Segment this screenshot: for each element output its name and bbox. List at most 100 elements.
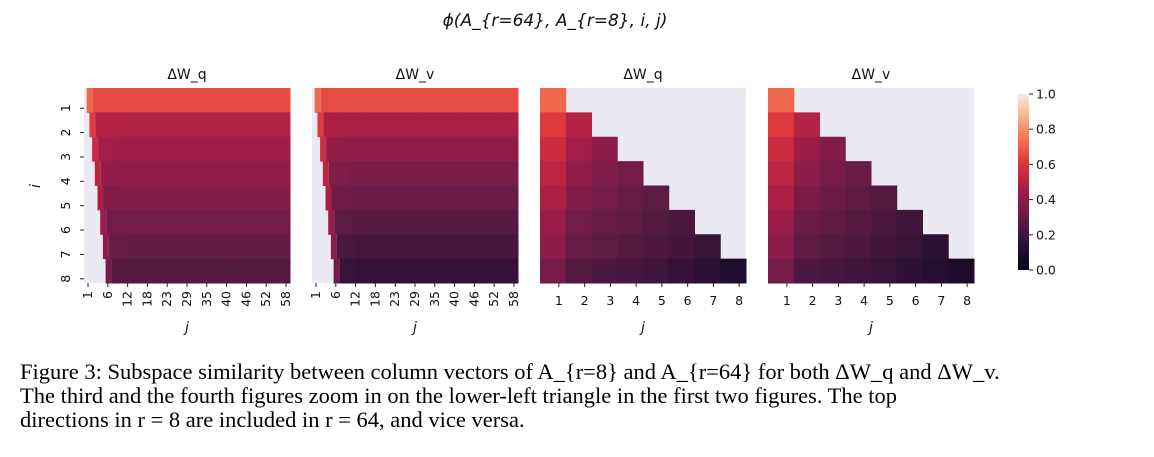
heatmap-cell xyxy=(871,209,898,235)
heatmap-cell xyxy=(86,88,93,113)
heatmap-cell xyxy=(426,209,445,235)
heatmap-cell xyxy=(171,88,192,113)
heatmap-cell xyxy=(463,234,483,260)
heatmap-cell xyxy=(565,209,592,235)
x-tick-label: 12 xyxy=(120,291,135,307)
heatmap-cell xyxy=(272,258,291,284)
heatmap-cell xyxy=(845,234,872,260)
heatmap-cell xyxy=(391,234,410,260)
heatmap-cell xyxy=(330,234,337,260)
x-tick-label: 7 xyxy=(709,293,717,308)
x-axis-label: j xyxy=(639,320,645,336)
x-tick-label: 23 xyxy=(159,291,174,307)
heatmap-cell xyxy=(122,185,142,211)
heatmap-cell xyxy=(617,185,644,211)
heatmap-cell xyxy=(92,136,99,162)
heatmap-cell xyxy=(373,234,392,260)
heatmap-cell xyxy=(768,209,795,235)
heatmap-cell xyxy=(498,88,519,113)
heatmap-cell xyxy=(498,112,519,138)
heatmap-cell xyxy=(427,234,447,260)
heatmap-cell xyxy=(95,112,116,138)
heatmap-cell xyxy=(793,209,820,235)
heatmap-cell xyxy=(793,136,820,162)
heatmap-cell xyxy=(331,185,351,211)
heatmap-cell xyxy=(401,112,422,138)
heatmap-cell xyxy=(270,136,291,162)
colorbar-tick-label: 0.8 xyxy=(1036,122,1056,137)
heatmap-cell xyxy=(102,234,109,260)
heatmap-cell xyxy=(89,112,96,138)
heatmap-cell xyxy=(192,112,213,138)
heatmap-cell xyxy=(325,185,332,211)
heatmap-cell xyxy=(694,234,721,260)
heatmap-cell xyxy=(271,209,291,235)
heatmap-cell xyxy=(428,258,448,284)
heatmap-cell xyxy=(420,112,441,138)
heatmap-cell xyxy=(668,258,695,284)
heatmap-cell xyxy=(462,185,482,211)
heatmap-cell xyxy=(345,136,365,162)
heatmap-cell xyxy=(768,234,795,260)
heatmap-cell xyxy=(333,258,340,284)
heatmap-cell xyxy=(482,258,501,284)
heatmap-cell xyxy=(347,161,368,187)
heatmap-cell xyxy=(643,209,670,235)
heatmap-cell xyxy=(112,88,133,113)
heatmap-cell xyxy=(617,161,644,187)
heatmap-cell xyxy=(213,136,233,162)
heatmap-cell xyxy=(768,88,795,113)
heatmap-cell xyxy=(424,185,444,211)
colorbar-gradient xyxy=(1018,94,1029,270)
heatmap-cell xyxy=(360,88,381,113)
panel-title: ΔW_v xyxy=(396,67,435,83)
heatmap-cell xyxy=(540,88,567,113)
heatmap-cell xyxy=(819,185,846,211)
heatmap-cell xyxy=(445,234,465,260)
y-tick-label: 5 xyxy=(58,202,73,210)
heatmap-cell xyxy=(379,88,401,113)
panel-title: ΔW_q xyxy=(623,67,662,83)
heatmap-cell xyxy=(871,234,898,260)
heatmap-cell xyxy=(446,258,465,284)
heatmap-cell xyxy=(845,185,872,211)
figure-3-heatmaps: ϕ(A_{r=64}, A_{r=8}, i, j) ΔW_q1 6 12 18 23 2… xyxy=(28,11,1056,336)
heatmap-cell xyxy=(218,258,237,284)
heatmap-cell xyxy=(464,258,483,284)
heatmap-cell xyxy=(480,185,500,211)
x-tick-label: 6 xyxy=(912,293,920,308)
x-tick-label: 46 xyxy=(238,291,253,307)
panel-title: ΔW_v xyxy=(852,67,891,83)
heatmap-cell xyxy=(194,136,214,162)
heatmap-cell xyxy=(153,112,174,138)
heatmap-cell xyxy=(195,161,215,187)
x-tick-label: 8 xyxy=(735,293,743,308)
heatmap-cell xyxy=(314,88,321,113)
heatmap-panel-3: ΔW_q 1 2 3 4 5 6 7 8 j xyxy=(540,67,747,336)
heatmap-cell xyxy=(423,161,443,187)
heatmap-cell xyxy=(617,258,644,284)
heatmap-cell xyxy=(768,136,795,162)
heatmap-cell xyxy=(499,185,519,211)
x-tick-label: 3 xyxy=(606,293,614,308)
heatmap-cell xyxy=(117,136,137,162)
heatmap-cell xyxy=(142,209,162,235)
heatmap-cell xyxy=(232,136,253,162)
heatmap-cell xyxy=(326,136,346,162)
x-tick-label: 52 xyxy=(486,291,501,307)
x-tick-label: 29 xyxy=(179,291,194,307)
x-tick-label: 1 xyxy=(80,291,95,299)
heatmap-cell xyxy=(499,161,519,187)
heatmap-cell xyxy=(124,209,144,235)
panel-title: ΔW_q xyxy=(167,67,206,83)
heatmap-cell xyxy=(336,234,356,260)
heatmap-cell xyxy=(233,161,253,187)
heatmap-cell xyxy=(617,234,644,260)
heatmap-cell xyxy=(231,112,252,138)
heatmap-cell xyxy=(108,234,128,260)
heatmap-cell xyxy=(694,258,721,284)
heatmap-cell xyxy=(540,209,567,235)
heatmap-cell xyxy=(444,209,464,235)
x-tick-label: 2 xyxy=(581,293,589,308)
heatmap-cell xyxy=(355,234,374,260)
